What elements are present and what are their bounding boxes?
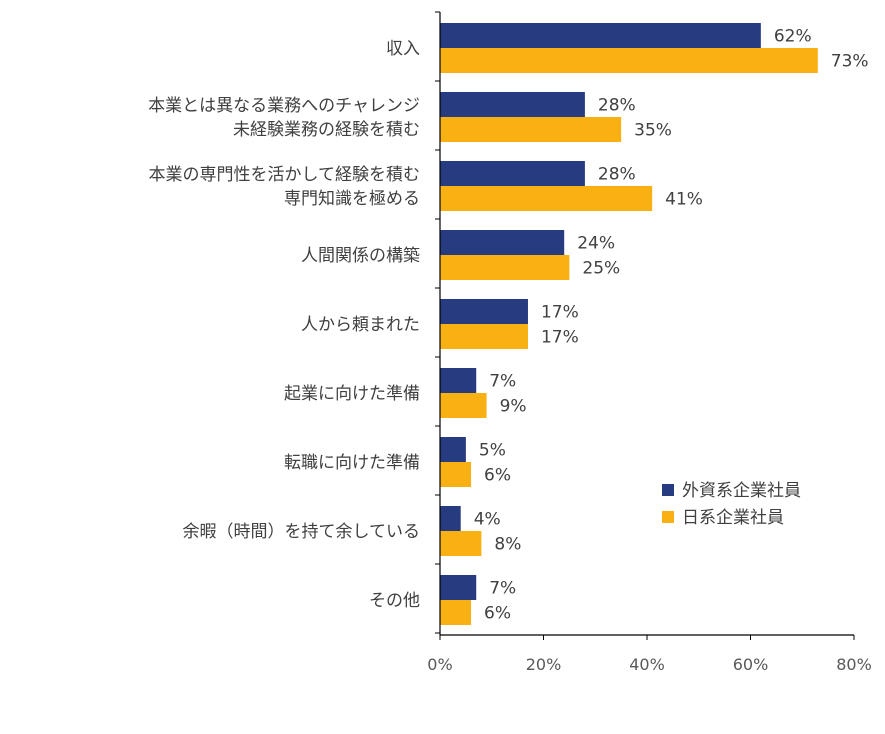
bar-nikkei-1 <box>440 117 622 142</box>
value-label-gaishi-6: 5% <box>479 441 506 461</box>
category-label-2-line-1: 専門知識を極める <box>284 189 420 209</box>
value-label-gaishi-7: 4% <box>474 510 501 530</box>
bar-nikkei-8 <box>440 600 472 625</box>
bar-nikkei-5 <box>440 393 487 418</box>
value-label-nikkei-6: 6% <box>484 466 511 486</box>
bar-gaishi-5 <box>440 368 477 393</box>
category-label-4: 人から頼まれた <box>301 315 420 335</box>
x-tick-label-40: 40% <box>629 655 665 674</box>
legend-label-0: 外資系企業社員 <box>682 481 801 501</box>
value-label-nikkei-0: 73% <box>831 52 869 72</box>
value-label-nikkei-1: 35% <box>634 121 672 141</box>
category-label-5: 起業に向けた準備 <box>284 384 420 404</box>
bar-nikkei-6 <box>440 462 472 487</box>
bar-nikkei-0 <box>440 48 818 73</box>
value-label-gaishi-3: 24% <box>577 234 615 254</box>
bar-gaishi-8 <box>440 575 477 600</box>
x-tick-label-20: 20% <box>526 655 562 674</box>
category-labels-layer: 収入本業とは異なる業務へのチャレンジ未経験業務の経験を積む本業の専門性を活かして… <box>148 39 420 611</box>
bar-gaishi-6 <box>440 437 466 462</box>
bar-nikkei-7 <box>440 531 482 556</box>
category-label-1-line-0: 本業とは異なる業務へのチャレンジ <box>148 96 420 116</box>
bar-gaishi-3 <box>440 230 565 255</box>
category-label-8: その他 <box>369 591 420 611</box>
category-label-3: 人間関係の構築 <box>301 246 420 266</box>
category-label-1-line-1: 未経験業務の経験を積む <box>233 120 420 140</box>
category-label-0: 収入 <box>386 39 420 59</box>
value-label-nikkei-4: 17% <box>541 328 579 348</box>
x-tick-label-80: 80% <box>836 655 872 674</box>
bar-gaishi-0 <box>440 23 761 48</box>
bar-nikkei-2 <box>440 186 653 211</box>
value-label-gaishi-5: 7% <box>489 372 516 392</box>
value-labels-layer: 62% 73% 28% 35% 28% 41% 24% 25% 17% 17% 7% 9% 5% 6% 4%… <box>474 27 869 624</box>
legend-swatch-0 <box>662 484 674 496</box>
bar-gaishi-1 <box>440 92 585 117</box>
value-label-nikkei-2: 41% <box>665 190 703 210</box>
x-tick-label-0: 0% <box>427 655 452 674</box>
value-label-gaishi-4: 17% <box>541 303 579 323</box>
category-label-7: 余暇（時間）を持て余している <box>183 522 421 542</box>
x-axis: 0% 20% 40% 60% 80% <box>427 11 872 674</box>
value-label-gaishi-1: 28% <box>598 96 636 116</box>
legend-swatch-1 <box>662 511 674 523</box>
bar-gaishi-4 <box>440 299 528 324</box>
bar-gaishi-7 <box>440 506 461 531</box>
legend-label-1: 日系企業社員 <box>682 508 784 528</box>
bar-gaishi-2 <box>440 161 585 186</box>
bar-nikkei-4 <box>440 324 528 349</box>
value-label-gaishi-8: 7% <box>489 579 516 599</box>
value-label-nikkei-3: 25% <box>582 259 620 279</box>
category-label-2-line-0: 本業の専門性を活かして経験を積む <box>149 165 421 185</box>
value-label-gaishi-2: 28% <box>598 165 636 185</box>
bars-layer <box>440 23 818 625</box>
x-tick-label-60: 60% <box>733 655 769 674</box>
category-label-6: 転職に向けた準備 <box>284 453 420 473</box>
value-label-nikkei-5: 9% <box>500 397 527 417</box>
value-label-nikkei-8: 6% <box>484 604 511 624</box>
value-label-gaishi-0: 62% <box>774 27 812 47</box>
bar-nikkei-3 <box>440 255 570 280</box>
value-label-nikkei-7: 8% <box>494 535 521 555</box>
